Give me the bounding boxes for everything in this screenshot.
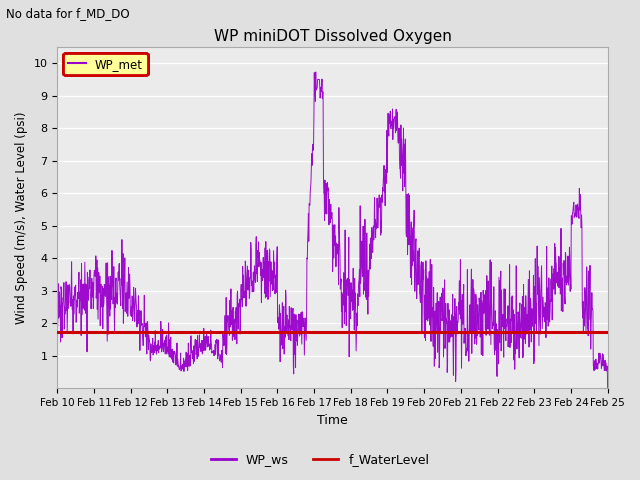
Title: WP miniDOT Dissolved Oxygen: WP miniDOT Dissolved Oxygen xyxy=(214,29,451,44)
X-axis label: Time: Time xyxy=(317,414,348,427)
Text: No data for f_MD_DO: No data for f_MD_DO xyxy=(6,7,130,20)
Legend: WP_ws, f_WaterLevel: WP_ws, f_WaterLevel xyxy=(205,448,435,471)
Legend: WP_met: WP_met xyxy=(63,53,148,75)
Y-axis label: Wind Speed (m/s), Water Level (psi): Wind Speed (m/s), Water Level (psi) xyxy=(15,111,28,324)
